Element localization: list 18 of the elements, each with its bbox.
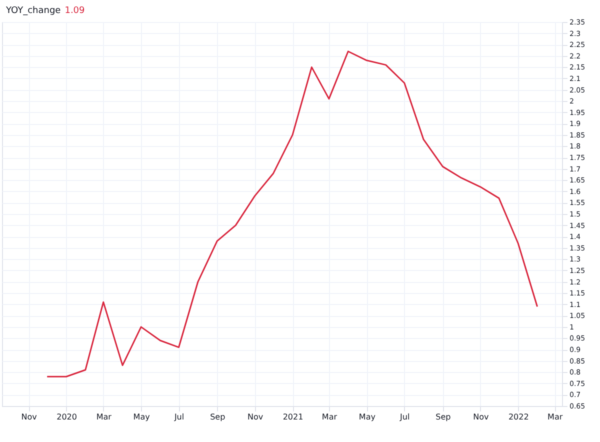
x-tick-label: Mar: [96, 412, 112, 422]
x-tick-label: Mar: [322, 412, 338, 422]
x-tick-label: 2021: [282, 412, 304, 422]
x-tick-label: Nov: [473, 412, 489, 422]
x-tick-label: 2022: [508, 412, 529, 422]
chart-title: YOY_change: [6, 6, 61, 16]
x-tick-label: May: [133, 412, 150, 422]
x-tick-label: Nov: [247, 412, 264, 422]
x-tick-label: Sep: [436, 412, 451, 422]
x-tick-label: Nov: [21, 412, 38, 422]
x-tick-label: Mar: [548, 412, 564, 422]
x-tick-label: Jul: [173, 412, 184, 422]
line-series: [46, 50, 538, 378]
x-tick-label: Sep: [210, 412, 226, 422]
text: 1.09: [64, 6, 85, 16]
x-tick-label: May: [358, 412, 376, 422]
x-tick-label: Jul: [399, 412, 410, 422]
x-tick-label: 2020: [56, 412, 77, 422]
